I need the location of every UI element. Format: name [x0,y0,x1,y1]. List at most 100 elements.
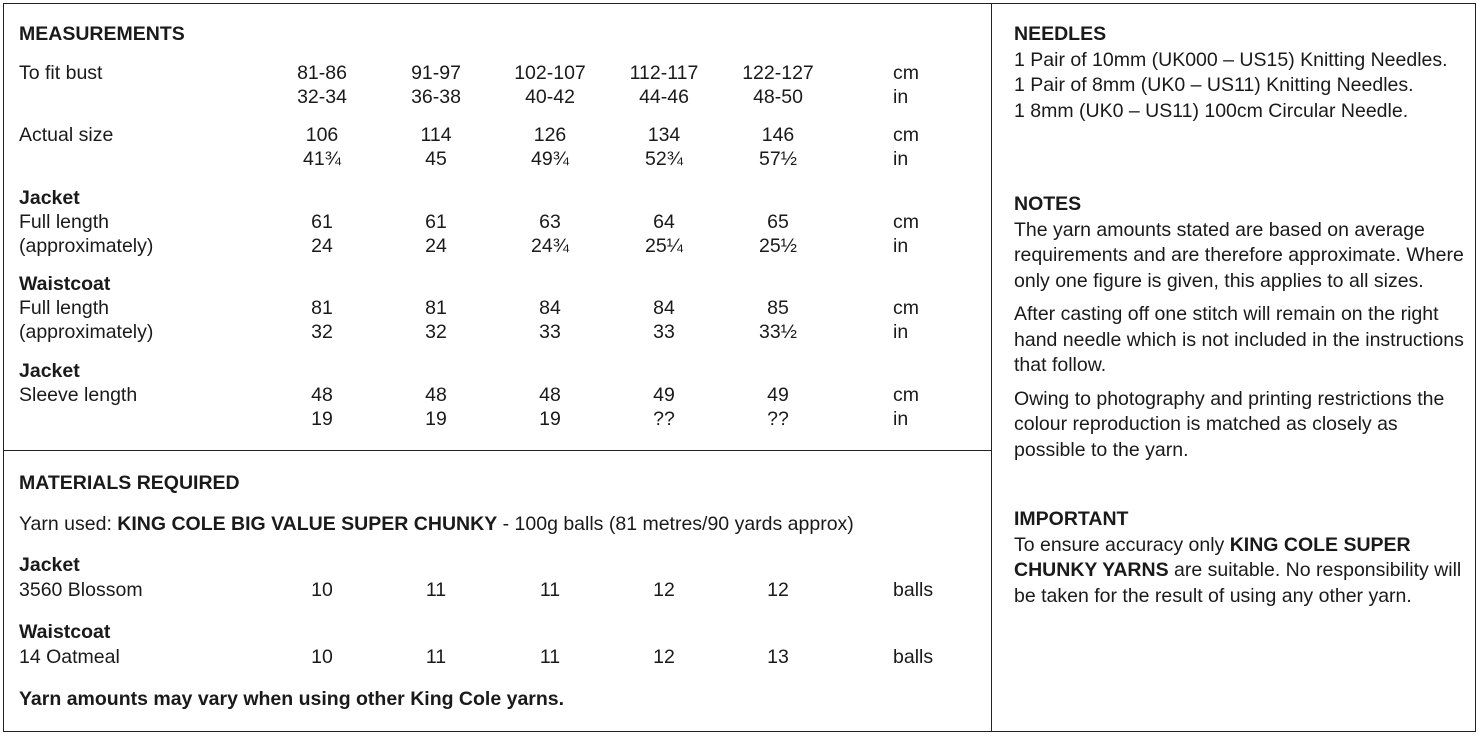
measurements-title: MEASUREMENTS [19,23,185,45]
materials-waistcoat-heading: Waistcoat [19,621,111,643]
unit-label: in [893,408,909,430]
size-value-cell: 114 [420,124,452,146]
size-value-cell: 48 [425,384,447,406]
important-post: are suitable. No responsibility will be … [1014,559,1462,607]
size-value-cell: 19 [539,408,561,430]
unit-label: in [893,148,909,170]
yarn-name: KING COLE BIG VALUE SUPER CHUNKY [117,513,498,535]
important-bold: KING COLE SUPER CHUNKY YARNS [1014,533,1411,582]
size-value-cell: 49 [653,384,675,406]
size-value-cell: 134 [647,124,681,146]
size-value-cell: 146 [761,124,795,146]
size-value-cell: 84 [539,297,561,319]
size-value-cell: 63 [539,211,561,233]
size-value-cell: 41¾ [303,148,341,170]
size-value-cell: 57½ [759,148,797,170]
size-value-cell: 12 [653,579,675,601]
size-value-cell: 11 [539,646,561,668]
jacket-heading: Jacket [19,187,80,209]
unit-label: in [893,321,909,343]
size-value-cell: 32 [311,321,333,343]
important-title: IMPORTANT [1014,508,1129,530]
size-value-cell: 10 [311,646,333,668]
size-value-cell: ?? [767,408,789,430]
sleeve-length-label: Sleeve length [19,384,138,406]
size-value-cell: 126 [533,124,567,146]
size-value-cell: 49 [767,384,789,406]
notes-section: NOTES The yarn amounts stated are based … [1014,192,1470,463]
size-value-cell: 33 [653,321,675,343]
unit-label: cm [893,384,919,406]
important-section: IMPORTANT To ensure accuracy only KING C… [1014,507,1470,609]
unit-label: cm [893,211,919,233]
size-value-cell: 12 [653,646,675,668]
size-value-cell: 64 [653,211,675,233]
needles-line-1: 1 Pair of 10mm (UK000 – US15) Knitting N… [1014,48,1448,71]
needles-title: NEEDLES [1014,23,1107,45]
notes-para-3: Owing to photography and printing restri… [1014,387,1445,461]
size-value-cell: 49¾ [531,148,569,170]
size-value-cell: 61 [311,211,333,233]
yarn-suffix: - 100g balls (81 metres/90 yards approx) [497,513,854,535]
size-value-cell: ?? [653,408,675,430]
unit-label: cm [893,297,919,319]
size-value-cell: 81 [425,297,447,319]
unit-label: balls [893,646,934,668]
bust-label: To fit bust [19,62,103,84]
needles-line-3: 1 8mm (UK0 – US11) 100cm Circular Needle… [1014,99,1409,122]
size-value-cell: 19 [311,408,333,430]
size-value-cell: 19 [425,408,447,430]
notes-para-2: After casting off one stitch will remain… [1014,303,1464,376]
needles-line-2: 1 Pair of 8mm (UK0 – US11) Knitting Need… [1014,74,1414,96]
size-value-cell: 40-42 [525,86,575,108]
unit-label: in [893,235,909,257]
size-value-cell: 25½ [759,235,797,257]
size-value-cell: 122-127 [742,62,814,84]
page-frame [3,3,1476,732]
size-value-cell: 81-86 [297,62,347,84]
unit-label: cm [893,62,919,84]
size-value-cell: 84 [653,297,675,319]
column-divider [991,3,992,732]
size-value-cell: 33 [539,321,561,343]
size-value-cell: 106 [305,124,339,146]
jacket-colour: 3560 Blossom [19,579,143,601]
size-value-cell: 10 [311,579,333,601]
size-value-cell: 12 [767,579,789,601]
size-value-cell: 24 [311,235,333,257]
unit-label: balls [893,579,934,601]
waistcoat-length-label: Full length [19,297,109,319]
yarn-prefix: Yarn used: [19,513,118,535]
unit-label: cm [893,124,919,146]
waistcoat-length-label-approx: (approximately) [19,321,154,343]
size-value-cell: 25¼ [645,235,683,257]
unit-label: in [893,86,909,108]
size-value-cell: 24¾ [531,235,569,257]
size-value-cell: 48 [311,384,333,406]
size-value-cell: 24 [425,235,447,257]
notes-title: NOTES [1014,193,1082,215]
size-value-cell: 44-46 [639,86,689,108]
size-value-cell: 33½ [759,321,797,343]
yarn-used-line: Yarn used: KING COLE BIG VALUE SUPER CHU… [19,512,854,536]
waistcoat-colour: 14 Oatmeal [19,646,120,668]
size-value-cell: 48-50 [753,86,803,108]
section-divider [3,450,991,451]
jacket-length-label-approx: (approximately) [19,235,154,257]
notes-para-1: The yarn amounts stated are based on ave… [1014,218,1464,292]
size-value-cell: 11 [425,646,447,668]
sleeve-heading: Jacket [19,360,80,382]
important-pre: To ensure accuracy only [1014,533,1230,556]
jacket-length-label: Full length [19,211,109,233]
size-value-cell: 52¾ [645,148,683,170]
yarn-footnote: Yarn amounts may vary when using other K… [19,688,565,710]
needles-section: NEEDLES 1 Pair of 10mm (UK000 – US15) Kn… [1014,22,1470,124]
size-value-cell: 13 [767,646,789,668]
size-value-cell: 91-97 [411,62,461,84]
important-text: To ensure accuracy only KING COLE SUPER … [1014,533,1470,610]
size-value-cell: 32-34 [297,86,347,108]
size-value-cell: 45 [425,148,447,170]
size-value-cell: 81 [311,297,333,319]
size-value-cell: 11 [425,579,447,601]
size-value-cell: 85 [767,297,789,319]
